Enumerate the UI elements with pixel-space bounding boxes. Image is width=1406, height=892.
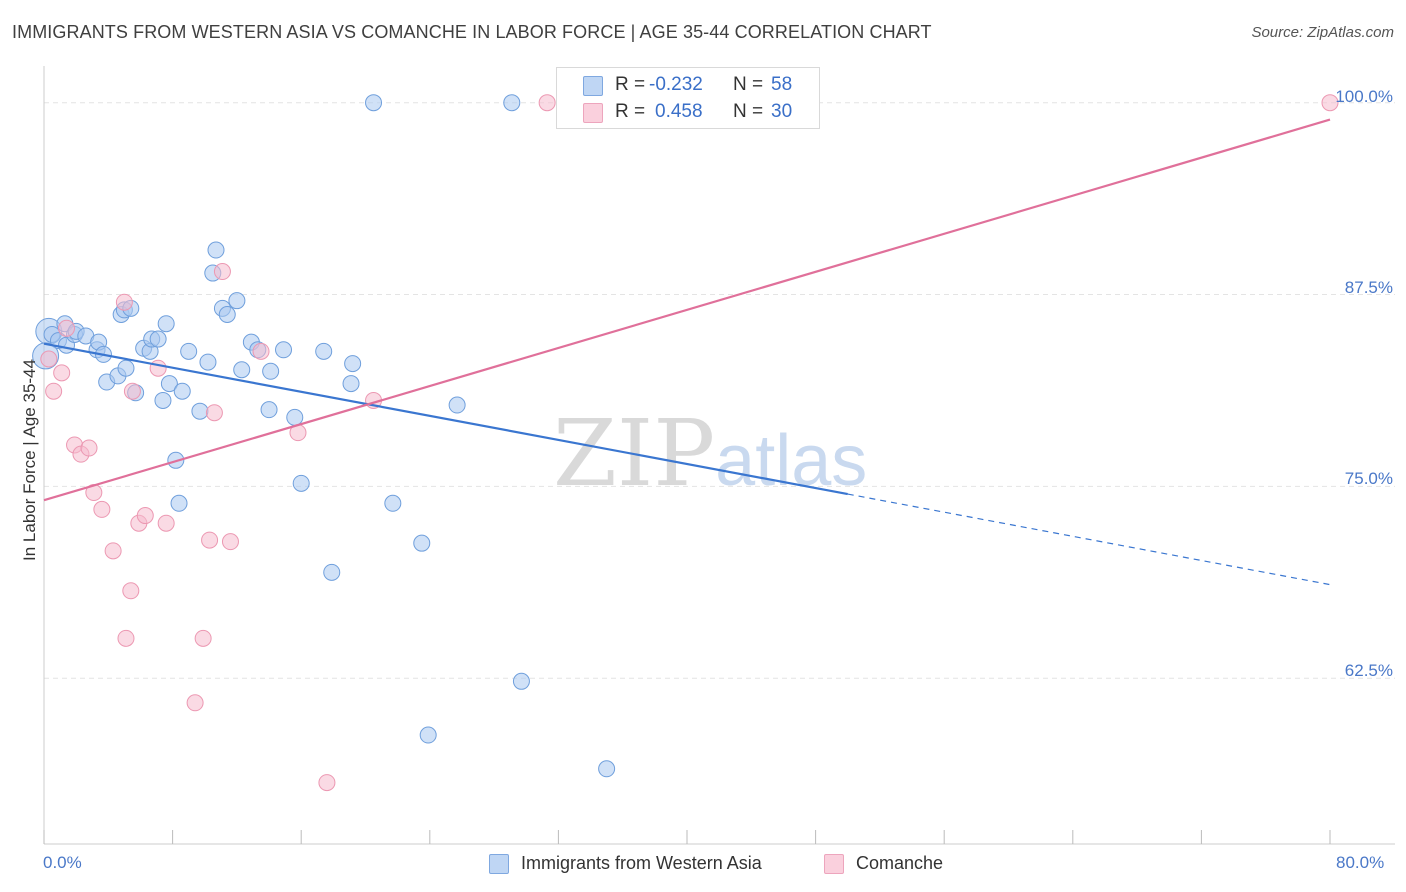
y-tick-label-62-5: 62.5% [1344,661,1393,680]
legend-label-comanche: Comanche [856,853,944,873]
legend-swatch-comanche [824,854,844,874]
western-asia-point [180,342,198,360]
western-asia-point [448,396,466,414]
y-tick-label-87-5: 87.5% [1344,278,1393,297]
n-label: N = [733,74,764,95]
comanche-point [538,94,556,112]
y-axis-label: In Labor Force | Age 35-44 [20,359,39,561]
western-asia-point [419,726,437,744]
western-asia-trend-line-extension [847,493,1331,586]
comanche-trend-line [43,118,1331,502]
comanche-point [122,582,140,600]
western-asia-point [149,330,167,348]
y-tick-label-100: 100.0% [1335,87,1393,106]
western-asia-point [292,474,310,492]
western-asia-point [228,292,246,310]
western-asia-point [207,241,225,259]
stats-box: R = -0.232 N = 58 R = 0.458 N = 30 [556,67,820,129]
r-value: 0.458 [655,101,703,122]
x-tick-label-min: 0.0% [43,853,82,872]
comanche-point [149,359,167,377]
comanche-point [58,319,76,337]
r-label: R = [615,101,646,122]
comanche-point [123,382,141,400]
western-asia-point [154,391,172,409]
western-asia-point [315,342,333,360]
comanche-point [201,531,219,549]
western-asia-point [218,305,236,323]
comanche-point [93,500,111,518]
western-asia-point [260,401,278,419]
r-value: -0.232 [649,74,703,95]
y-tick-label-75: 75.0% [1344,469,1393,488]
western-asia-point [275,341,293,359]
western-asia-point [365,94,383,112]
legend-swatch-western-asia [489,854,509,874]
chart-title: IMMIGRANTS FROM WESTERN ASIA VS COMANCHE… [12,22,932,42]
comanche-point [157,514,175,532]
western-asia-point [598,760,616,778]
comanche-point [117,629,135,647]
n-value: 58 [771,74,793,95]
western-asia-point [344,355,362,373]
western-asia-point [157,315,175,333]
western-asia-point [233,361,251,379]
comanche-point [45,382,63,400]
source-label: Source: ZipAtlas.com [1251,24,1394,41]
western-asia-point [323,563,341,581]
western-asia-point [286,408,304,426]
western-asia-point [512,672,530,690]
x-tick-label-max: 80.0% [1336,853,1385,872]
western-asia-trend-line [43,342,848,496]
comanche-swatch [583,103,603,123]
comanche-point [104,542,122,560]
comanche-point [80,439,98,457]
legend-label-western-asia: Immigrants from Western Asia [521,853,762,873]
comanche-point [115,293,133,311]
western-asia-point [160,375,178,393]
comanche-point [1321,94,1339,112]
western-asia-point [117,359,135,377]
western-asia-point [173,382,191,400]
western-asia-point [342,375,360,393]
comanche-point [205,404,223,422]
comanche-point [186,694,204,712]
comanche-point [221,533,239,551]
comanche-point [136,507,154,525]
western-asia-swatch [583,76,603,96]
western-asia-point [199,353,217,371]
comanche-point [40,350,58,368]
n-value: 30 [771,101,793,122]
comanche-point [213,263,231,281]
comanche-point [53,364,71,382]
comanche-point [252,342,270,360]
western-asia-point [384,494,402,512]
western-asia-point [191,402,209,420]
comanche-point [318,774,336,792]
r-label: R = [615,74,646,95]
western-asia-point [170,494,188,512]
western-asia-point [413,534,431,552]
n-label: N = [733,101,764,122]
comanche-point [194,629,212,647]
western-asia-point [262,362,280,380]
western-asia-point [503,94,521,112]
